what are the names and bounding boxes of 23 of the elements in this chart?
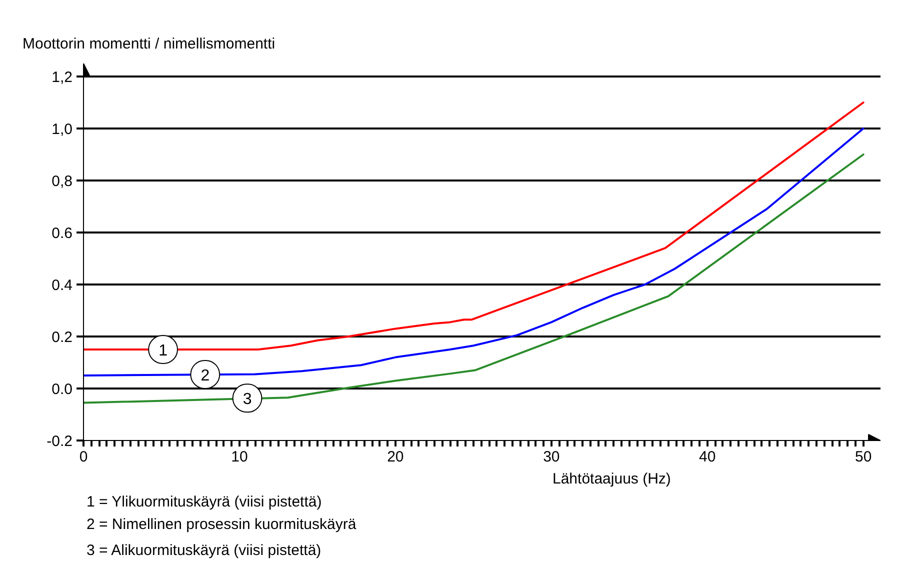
x-tick-label: 40: [699, 448, 716, 466]
annotation: 3: [242, 391, 252, 408]
y-tick-label: 0,8: [52, 173, 73, 190]
y-tick-label: 0.2: [52, 329, 73, 346]
y-tick-label: 1,0: [52, 121, 73, 138]
y-tick-label: -0.2: [46, 433, 73, 450]
x-tick-label: 50: [855, 448, 872, 466]
x-tick-label: 30: [543, 448, 560, 466]
x-axis-title: Lähtötaajuus (Hz): [552, 470, 671, 488]
x-tick-label: 0: [79, 448, 88, 466]
y-tick-label: 0.4: [52, 277, 73, 294]
text: 3 = Alikuormituskäyrä (viisi pistettä): [86, 542, 322, 559]
x-tick-label: 20: [387, 448, 404, 466]
y-tick-label: 1,2: [52, 69, 73, 86]
y-axis-title: Moottorin momentti / nimellismomentti: [22, 36, 276, 52]
y-tick-label: 0.0: [52, 381, 73, 398]
text: 1 = Ylikuormituskäyrä (viisi pistettä): [86, 494, 322, 510]
text: 2 = Nimellinen prosessin kuormituskäyrä: [86, 516, 357, 533]
annotation: 2: [200, 367, 210, 384]
line-series: [84, 154, 864, 404]
annotation: 1: [158, 342, 168, 360]
y-tick-label: 0.6: [52, 225, 73, 242]
x-tick-label: 10: [231, 448, 248, 466]
